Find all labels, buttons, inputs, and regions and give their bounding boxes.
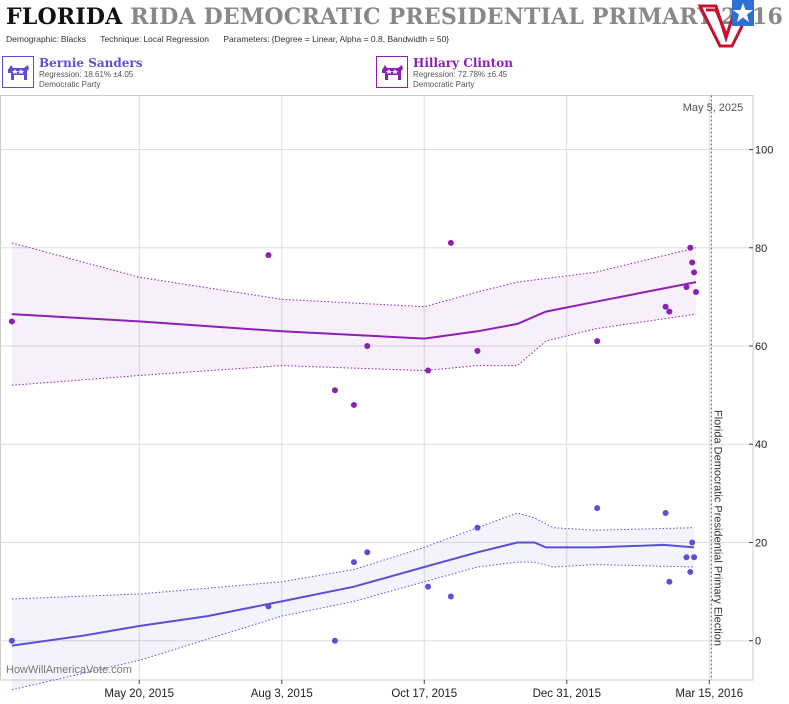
x-tick-label: Dec 31, 2015 (533, 688, 601, 700)
trend-lines (11, 281, 697, 647)
election-label: Florida Democratic Presidential Primary … (711, 410, 723, 646)
donkey-icon (376, 56, 408, 88)
hillary-clinton-lower-bound (11, 313, 697, 386)
bernie-sanders-poll-point (662, 510, 669, 516)
title-state: FLORIDA (6, 4, 123, 30)
confidence-bands (11, 242, 697, 691)
y-tick-label: 100 (755, 145, 773, 157)
x-tick-label: Aug 3, 2015 (251, 688, 313, 700)
donkey-icon (2, 56, 34, 88)
hillary-clinton-poll-point (683, 284, 690, 291)
y-tick-label: 20 (755, 537, 767, 549)
hillary-clinton-poll-point (662, 303, 669, 310)
candidate-legend: Bernie Sanders Regression: 18.61% ±4.05 … (0, 54, 789, 94)
hillary-clinton-poll-point (594, 338, 601, 345)
hillary-clinton-poll-point (666, 308, 673, 315)
bernie-sanders-poll-point (364, 549, 371, 556)
hillary-clinton-poll-point (689, 259, 696, 266)
legend-regression-value: Regression: 18.61% ±4.05 (39, 70, 134, 79)
axes: 0 20 40 60 80 100 May 20, 2015 Aug 3, 2015 Oct 1… (6, 95, 773, 700)
technique-label: Technique: (100, 34, 142, 44)
hillary-clinton-poll-point (331, 387, 338, 394)
legend-candidate-name: Bernie Sanders (39, 56, 143, 70)
poll-points (8, 239, 699, 644)
bernie-sanders-poll-point (687, 568, 694, 575)
y-tick-label: 80 (755, 243, 767, 255)
hillary-clinton-poll-point (265, 252, 272, 259)
bernie-sanders-poll-point (666, 578, 673, 585)
watermark: HowWillAmericaVote.com (6, 664, 132, 676)
legend-item-hillary-clinton: Hillary Clinton Regression: 72.78% ±6.45… (374, 54, 768, 92)
hillary-clinton-poll-point (687, 244, 694, 251)
x-tick-label: Oct 17, 2015 (391, 688, 457, 700)
hillary-clinton-poll-point (8, 318, 15, 325)
bernie-sanders-poll-point (594, 505, 601, 512)
hillary-clinton-poll-point (692, 288, 699, 295)
legend-party: Democratic Party (39, 80, 101, 89)
chart-parameters: Demographic: Blacks Technique: Local Regre… (6, 34, 461, 44)
hillary-clinton-poll-point (474, 347, 481, 354)
x-tick-label: Mar 15, 2016 (675, 688, 743, 700)
y-tick-label: 0 (755, 636, 761, 648)
chart-title: FLORIDA RIDA DEMOCRATIC PRESIDENTIAL PRI… (6, 4, 783, 30)
bernie-sanders-poll-point (474, 524, 481, 531)
legend-regression-value: Regression: 72.78% ±6.45 (413, 70, 508, 79)
bernie-sanders-poll-point (350, 559, 357, 566)
demographic-value: Blacks (60, 34, 86, 44)
y-tick-label: 60 (755, 341, 767, 353)
technique-value: Local Regression (143, 34, 209, 44)
bernie-sanders-poll-point (331, 637, 338, 644)
demographic-label: Demographic: (6, 34, 59, 44)
hillary-clinton-poll-point (425, 367, 432, 374)
legend-candidate-name: Hillary Clinton (413, 56, 513, 70)
legend-party: Democratic Party (413, 80, 475, 89)
parameters-label: Parameters: (223, 34, 270, 44)
title-rest: RIDA DEMOCRATIC PRESIDENTIAL PRIMARY 201… (130, 4, 783, 30)
bernie-sanders-poll-point (447, 593, 454, 600)
flag-logo-icon (697, 0, 754, 48)
bernie-sanders-poll-point (683, 554, 690, 561)
bernie-sanders-poll-point (691, 554, 698, 561)
grid-lines (0, 95, 754, 681)
hillary-clinton-trend-line (11, 281, 697, 340)
y-tick-label: 40 (755, 439, 767, 451)
bernie-sanders-confidence-band (11, 513, 695, 690)
parameters-value: {Degree = Linear, Alpha = 0.8, Bandwidth… (271, 34, 450, 44)
x-tick-label: May 20, 2015 (104, 688, 174, 700)
hillary-clinton-poll-point (350, 401, 357, 408)
bernie-sanders-poll-point (689, 539, 696, 546)
hillary-clinton-confidence-band (11, 242, 696, 386)
bernie-sanders-poll-point (265, 603, 272, 610)
bernie-sanders-poll-point (425, 583, 432, 590)
legend-item-bernie-sanders: Bernie Sanders Regression: 18.61% ±4.05 … (0, 54, 394, 92)
bernie-sanders-poll-point (8, 637, 15, 644)
today-date-label: May 5, 2025 (683, 102, 744, 114)
hillary-clinton-poll-point (691, 269, 698, 276)
hillary-clinton-poll-point (447, 239, 454, 246)
chart-header: FLORIDA RIDA DEMOCRATIC PRESIDENTIAL PRI… (0, 0, 789, 50)
bernie-sanders-trend-line (11, 541, 695, 647)
plot-frame (0, 95, 754, 681)
regression-chart: 0 20 40 60 80 100 May 20, 2015 Aug 3, 2015 Oct 1… (0, 95, 773, 700)
hillary-clinton-poll-point (364, 343, 371, 349)
